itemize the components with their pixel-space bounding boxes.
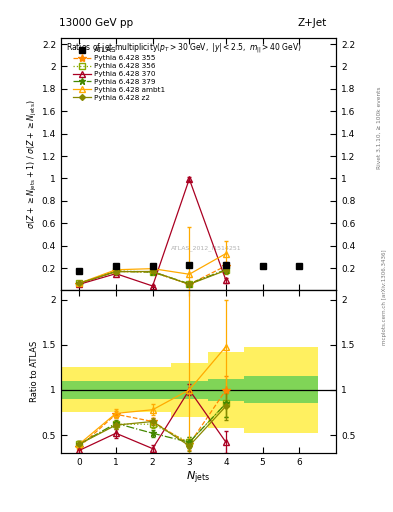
Text: Z+Jet: Z+Jet [298,18,327,28]
Y-axis label: Ratio to ATLAS: Ratio to ATLAS [30,341,39,402]
Text: 13000 GeV pp: 13000 GeV pp [59,18,133,28]
Text: mcplots.cern.ch [arXiv:1306.3436]: mcplots.cern.ch [arXiv:1306.3436] [382,249,387,345]
X-axis label: $N_\mathrm{jets}$: $N_\mathrm{jets}$ [186,470,211,486]
Legend: ATLAS, Pythia 6.428 355, Pythia 6.428 356, Pythia 6.428 370, Pythia 6.428 379, P: ATLAS, Pythia 6.428 355, Pythia 6.428 35… [70,45,168,103]
Text: ATLAS_2012_I1514251: ATLAS_2012_I1514251 [171,245,242,250]
Y-axis label: $\sigma(Z + \geq N_\mathrm{jets}+1)\ /\ \sigma(Z + \geq N_\mathrm{jets})$: $\sigma(Z + \geq N_\mathrm{jets}+1)\ /\ … [26,100,39,229]
Text: Ratios of jet multiplicity$(p_T > 30\ \mathrm{GeV},\ |y| < 2.5,\ m_{||} > 40\ \m: Ratios of jet multiplicity$(p_T > 30\ \m… [66,42,303,56]
Text: Rivet 3.1.10, ≥ 100k events: Rivet 3.1.10, ≥ 100k events [377,87,382,169]
